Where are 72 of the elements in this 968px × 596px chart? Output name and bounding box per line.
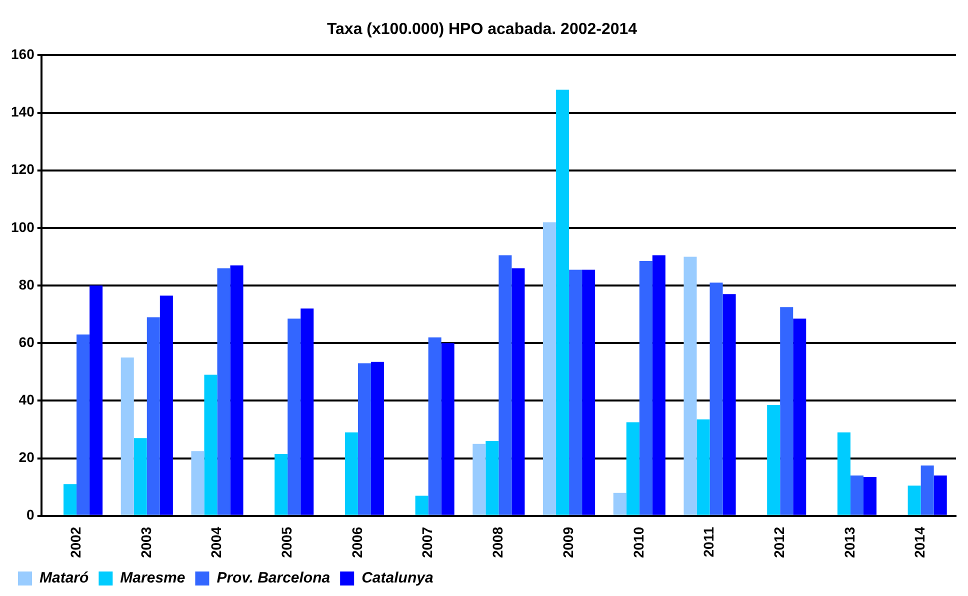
bar [556,90,570,515]
bar [850,476,864,515]
bar [512,268,525,515]
y-tick-label: 100 [11,218,35,235]
x-tick-label: 2005 [278,526,294,558]
x-tick-label: 2010 [630,526,646,558]
x-tick-label: 2009 [560,526,576,558]
x-tick-label: 2003 [138,526,154,558]
bar [639,261,652,515]
bar [90,286,103,515]
bar [344,432,358,515]
legend-label: Maresme [120,570,186,587]
bar [134,438,147,515]
y-tick-label: 40 [18,392,35,408]
bar [793,318,806,515]
bar [569,270,582,515]
bar [370,362,384,515]
bar [837,432,850,515]
bar [486,441,499,515]
bar [626,422,640,515]
legend-label: Prov. Barcelona [216,570,330,587]
bar [441,343,454,515]
x-tick-label: 2014 [912,526,928,558]
bar [652,255,666,515]
bar [120,358,134,515]
bar [920,465,934,515]
y-tick-label: 80 [18,276,35,292]
bar [160,296,173,515]
y-tick-label: 0 [26,506,35,523]
bar [428,337,442,515]
x-tick-label: 2008 [490,526,506,558]
y-tick-label: 20 [18,449,35,466]
y-tick-label: 60 [18,334,35,350]
bar [863,476,876,515]
bar [230,265,244,515]
x-tick-label: 2012 [770,526,787,558]
bar [934,476,947,515]
x-tick-label: 2013 [841,526,858,558]
x-tick-label: 2002 [67,526,84,558]
bar [780,307,794,515]
chart-title: Taxa (x100.000) HPO acabada. 2002-2014 [326,21,638,38]
x-tick-label: 2011 [700,526,717,558]
y-tick-label: 140 [11,104,35,120]
bar [472,444,486,515]
bar [415,496,428,515]
legend-label: Mataró [40,570,89,587]
bar [543,222,556,515]
bar [613,492,626,515]
bar [288,318,301,515]
bar [64,484,77,515]
bar [582,270,596,515]
bar [274,454,288,515]
bar [191,451,204,515]
bar [710,282,723,515]
x-tick-label: 2007 [419,526,436,558]
bar [217,268,230,515]
y-tick-label: 120 [11,161,35,178]
bar [722,294,736,515]
bar [498,255,512,515]
bar [204,374,218,515]
bar [300,308,314,515]
bar [767,405,780,515]
bar [146,317,160,515]
x-tick-label: 2004 [208,526,224,558]
bar [76,334,90,515]
legend-label: Catalunya [362,570,434,587]
y-tick-label: 160 [11,46,35,62]
bar [908,486,921,515]
x-tick-label: 2006 [348,526,365,558]
bar [696,419,710,515]
bar [358,363,371,515]
bar [684,256,697,515]
